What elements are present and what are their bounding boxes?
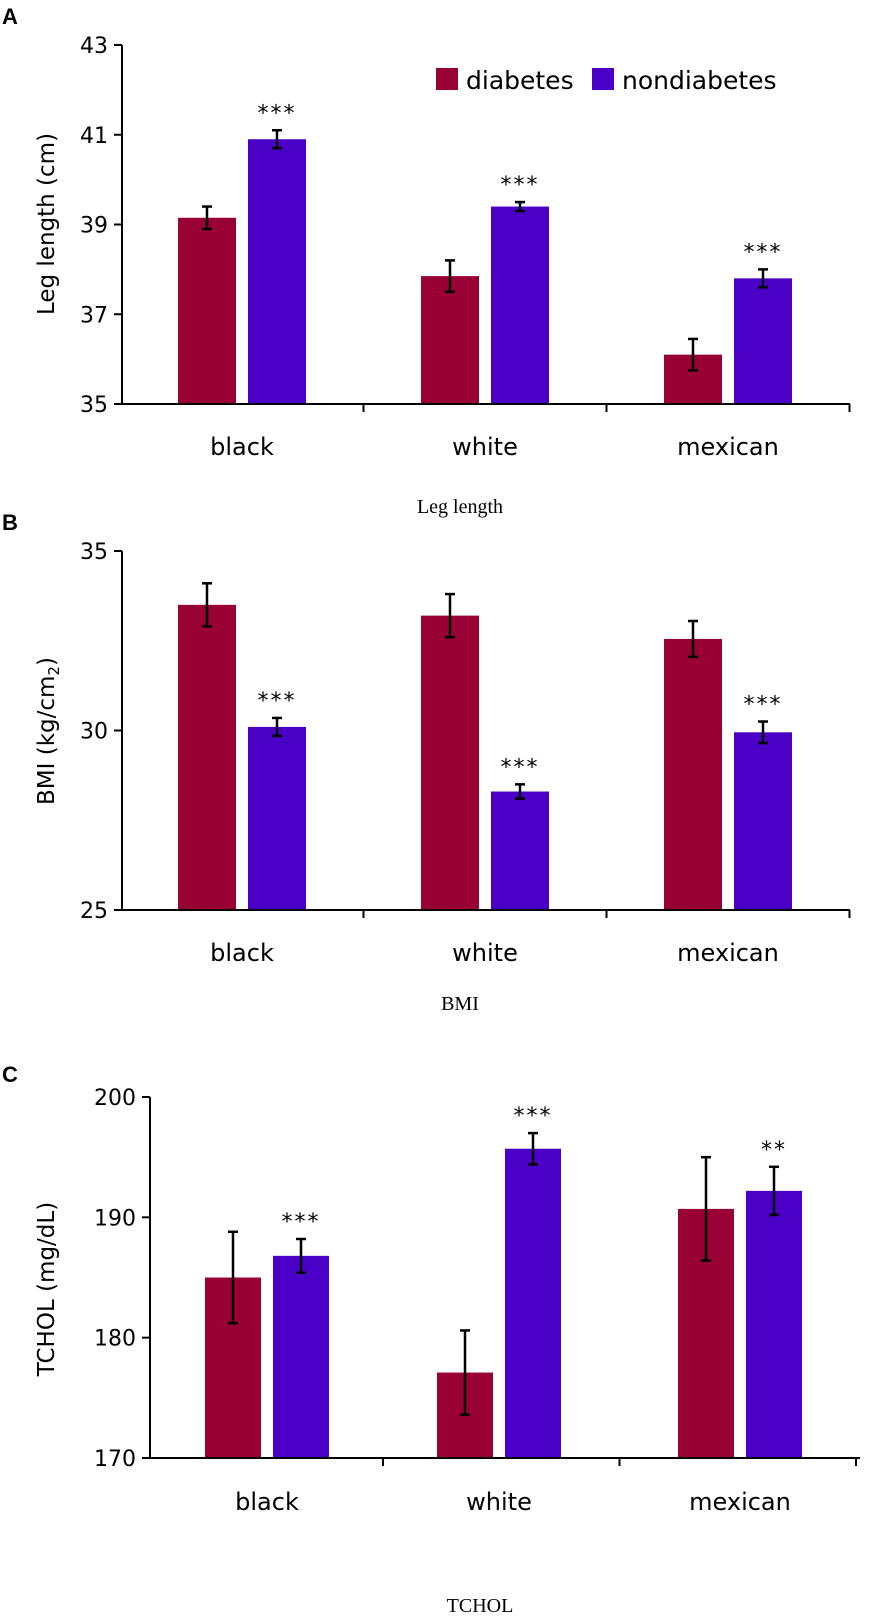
significance-markers: *** *** *** — [258, 689, 783, 780]
significance-marker: *** — [258, 101, 297, 126]
axes: black white mexican — [142, 1097, 860, 1516]
panel-caption: Leg length — [417, 496, 503, 518]
significance-marker: *** — [744, 693, 783, 718]
bar-nondiabetes-white — [491, 206, 549, 404]
y-tick-label: 37 — [80, 303, 108, 328]
significance-markers: *** *** *** — [258, 101, 783, 265]
bar-nondiabetes-black — [248, 726, 306, 910]
significance-marker: *** — [258, 689, 297, 714]
bar-nondiabetes-mexican — [734, 732, 792, 910]
significance-marker: *** — [501, 755, 540, 780]
panel-letter: A — [2, 4, 18, 29]
significance-marker: *** — [282, 1210, 321, 1235]
y-tick-label: 190 — [94, 1206, 136, 1231]
significance-marker: *** — [744, 240, 783, 265]
legend-swatch-diabetes — [436, 68, 458, 90]
y-ticks: 25 30 35 — [80, 540, 122, 924]
y-ticks: 35 37 39 41 43 — [80, 34, 122, 418]
bar-nondiabetes-black — [248, 139, 306, 405]
panel-letter: B — [2, 510, 18, 535]
category-label: mexican — [677, 939, 779, 967]
y-axis-label: TCHOL (mg/dL) — [34, 1202, 60, 1377]
category-label: mexican — [677, 433, 779, 461]
category-label: black — [210, 433, 274, 461]
y-axis-label: BMI (kg/cm2) — [34, 657, 63, 805]
significance-marker: *** — [514, 1104, 553, 1129]
category-label: white — [466, 1488, 532, 1516]
bar-nondiabetes-mexican — [746, 1190, 802, 1458]
axes: black white mexican — [114, 551, 851, 967]
bars — [205, 1148, 802, 1458]
error-bars — [202, 582, 768, 800]
bar-nondiabetes-white — [491, 791, 549, 910]
y-tick-label: 180 — [94, 1327, 136, 1352]
bars — [178, 604, 792, 910]
panel-a-leg-length: A Leg length (cm) 35 37 39 41 43 *** *** *** b… — [2, 4, 851, 518]
significance-marker: *** — [501, 173, 540, 198]
legend-label-nondiabetes: nondiabetes — [622, 66, 777, 95]
y-tick-label: 25 — [80, 899, 108, 924]
bar-diabetes-white — [421, 615, 479, 910]
axes: black white mexican — [114, 45, 851, 461]
legend: diabetes nondiabetes — [436, 66, 777, 95]
significance-marker: ** — [761, 1138, 787, 1163]
bar-nondiabetes-mexican — [734, 278, 792, 404]
category-label: black — [210, 939, 274, 967]
y-tick-label: 35 — [80, 393, 108, 418]
legend-swatch-nondiabetes — [592, 68, 614, 90]
category-label: black — [235, 1488, 299, 1516]
y-tick-label: 200 — [94, 1086, 136, 1111]
legend-label-diabetes: diabetes — [466, 66, 574, 95]
category-label: white — [452, 939, 518, 967]
panel-caption: BMI — [441, 993, 479, 1015]
category-label: white — [452, 433, 518, 461]
y-axis-label: Leg length (cm) — [34, 133, 60, 315]
bars — [178, 139, 792, 405]
bar-nondiabetes-black — [273, 1255, 329, 1458]
error-bars — [202, 129, 768, 372]
bar-diabetes-black — [178, 604, 236, 910]
y-tick-label: 41 — [80, 124, 108, 149]
y-tick-label: 35 — [80, 540, 108, 565]
y-tick-label: 170 — [94, 1447, 136, 1472]
y-ticks: 170 180 190 200 — [94, 1086, 150, 1472]
significance-markers: ******** — [282, 1104, 787, 1235]
error-bars — [228, 1131, 779, 1416]
bar-diabetes-black — [178, 217, 236, 404]
y-tick-label: 39 — [80, 214, 108, 239]
bar-diabetes-white — [421, 276, 479, 404]
panel-letter: C — [2, 1062, 18, 1087]
panel-caption: TCHOL — [447, 1595, 514, 1617]
y-tick-label: 30 — [80, 720, 108, 745]
panel-b-bmi: B BMI (kg/cm2) 25 30 35 *** *** *** black whi… — [2, 510, 851, 1015]
category-label: mexican — [689, 1488, 791, 1516]
y-tick-label: 43 — [80, 34, 108, 59]
bar-diabetes-mexican — [664, 638, 722, 910]
bar-nondiabetes-white — [505, 1148, 561, 1458]
